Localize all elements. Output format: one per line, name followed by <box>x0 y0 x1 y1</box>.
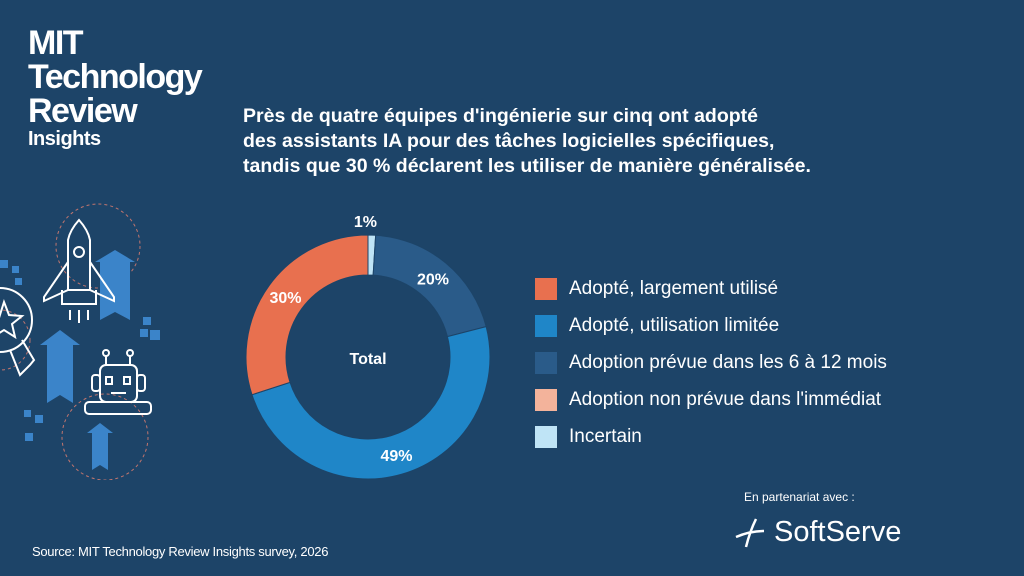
slice-label: 49% <box>380 448 412 465</box>
legend-swatch <box>535 277 557 300</box>
slice-label: 1% <box>354 214 377 231</box>
rocket-icon <box>43 218 115 323</box>
title-line: tandis que 30 % déclarent les utiliser d… <box>243 155 811 177</box>
logo-line: MIT <box>28 24 84 62</box>
logo-line: Review <box>28 92 138 130</box>
legend-label: Adopté, largement utilisé <box>569 277 779 299</box>
legend-swatch <box>535 351 557 374</box>
award-ribbon-icon <box>0 287 36 377</box>
decorative-illustration <box>0 203 160 480</box>
legend-label: Adopté, utilisation limitée <box>569 314 780 336</box>
robot-icon <box>84 349 152 415</box>
legend-label: Incertain <box>569 425 642 447</box>
source-note: Source: MIT Technology Review Insights s… <box>32 544 329 559</box>
donut-slice <box>245 234 369 396</box>
softserve-mark-icon <box>735 517 765 547</box>
chart-title: Près de quatre équipes d'ingénierie sur … <box>243 104 943 179</box>
legend-swatch <box>535 388 557 411</box>
legend-item: Adoption prévue dans les 6 à 12 mois <box>535 344 887 381</box>
legend-label: Adoption prévue dans les 6 à 12 mois <box>569 351 887 373</box>
legend-item: Adoption non prévue dans l'immédiat <box>535 381 887 418</box>
legend-swatch <box>535 314 557 337</box>
legend-item: Incertain <box>535 418 887 455</box>
partner-name: SoftServe <box>774 516 902 548</box>
mit-technology-review-insights-logo: MIT Technology Review Insights <box>28 24 203 150</box>
center-label: Total <box>349 351 386 368</box>
title-line: Près de quatre équipes d'ingénierie sur … <box>243 105 758 127</box>
softserve-logo: SoftServe <box>734 516 901 549</box>
slice-label: 30% <box>269 290 301 307</box>
up-arrow-icon <box>0 250 160 470</box>
partner-label: En partenariat avec : <box>744 490 855 504</box>
logo-line: Technology <box>28 58 203 96</box>
legend-swatch <box>535 425 557 448</box>
logo-sub: Insights <box>28 128 101 150</box>
legend-item: Adopté, utilisation limitée <box>535 307 887 344</box>
donut-chart: 1% 20% 49% 30% Total <box>245 214 491 480</box>
title-line: des assistants IA pour des tâches logici… <box>243 130 775 152</box>
legend-label: Adoption non prévue dans l'immédiat <box>569 388 882 410</box>
donut-slice <box>251 326 491 480</box>
slice-label: 20% <box>417 271 449 288</box>
legend: Adopté, largement utilisé Adopté, utilisa… <box>535 270 887 455</box>
legend-item: Adopté, largement utilisé <box>535 270 887 307</box>
